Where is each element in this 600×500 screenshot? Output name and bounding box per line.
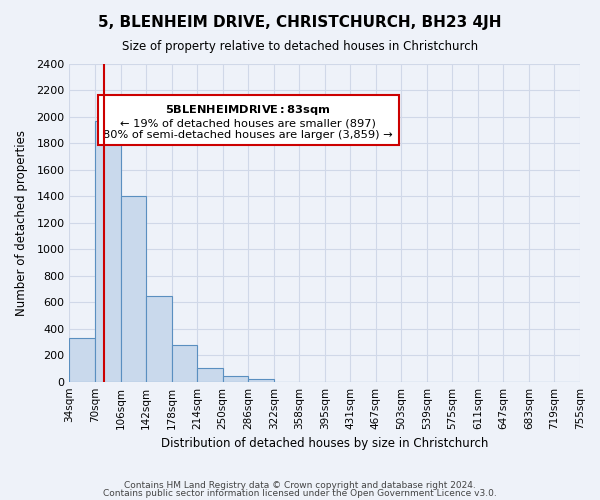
Bar (197, 368, 223, 382)
Bar (121, 196, 146, 382)
Bar (70, 338, 95, 382)
Text: Contains HM Land Registry data © Crown copyright and database right 2024.: Contains HM Land Registry data © Crown c… (124, 481, 476, 490)
Bar (172, 344, 197, 382)
Bar (95, 121, 121, 382)
Bar (223, 376, 248, 382)
X-axis label: Distribution of detached houses by size in Christchurch: Distribution of detached houses by size … (161, 437, 488, 450)
Bar (248, 379, 274, 382)
Y-axis label: Number of detached properties: Number of detached properties (15, 130, 28, 316)
Text: $\bf{5 BLENHEIM DRIVE: 83sqm}$
← 19% of detached houses are smaller (897)
80% of: $\bf{5 BLENHEIM DRIVE: 83sqm}$ ← 19% of … (103, 102, 393, 140)
Text: Contains public sector information licensed under the Open Government Licence v3: Contains public sector information licen… (103, 488, 497, 498)
Text: 5, BLENHEIM DRIVE, CHRISTCHURCH, BH23 4JH: 5, BLENHEIM DRIVE, CHRISTCHURCH, BH23 4J… (98, 15, 502, 30)
Text: Size of property relative to detached houses in Christchurch: Size of property relative to detached ho… (122, 40, 478, 53)
Bar (146, 296, 172, 382)
